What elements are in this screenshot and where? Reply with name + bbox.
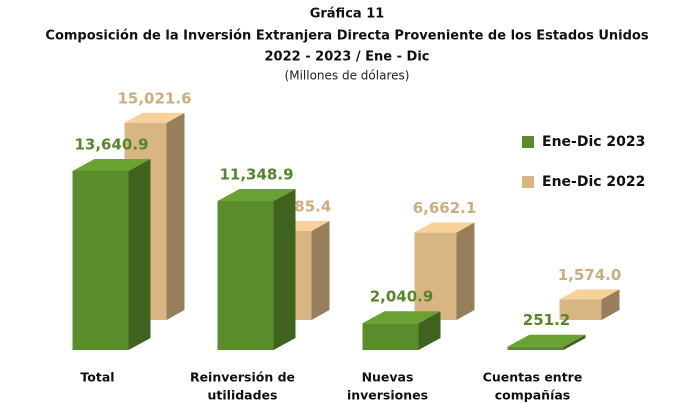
chart-title: 2022 - 2023 / Ene - Dic bbox=[265, 50, 430, 65]
value-label: 6,662.1 bbox=[413, 199, 477, 217]
bar-side bbox=[456, 222, 475, 320]
bar bbox=[217, 201, 274, 350]
bar-side bbox=[601, 289, 620, 320]
bar-side bbox=[311, 220, 330, 320]
value-label: 251.2 bbox=[523, 311, 570, 329]
chart-subtitle: (Millones de dólares) bbox=[285, 69, 410, 83]
chart-title: Gráfica 11 bbox=[310, 7, 385, 22]
bar-top bbox=[217, 189, 296, 202]
bar-side bbox=[273, 189, 296, 350]
x-tick-label: inversiones bbox=[347, 388, 428, 403]
value-label: 2,040.9 bbox=[370, 288, 434, 306]
x-tick-label: Cuentas entre bbox=[483, 370, 583, 385]
value-label: 13,640.9 bbox=[74, 135, 148, 153]
bar bbox=[414, 232, 457, 320]
legend-swatch bbox=[522, 176, 534, 188]
bar-top bbox=[559, 289, 620, 300]
value-label: 15,021.6 bbox=[117, 89, 191, 107]
bar-side bbox=[166, 112, 185, 321]
bar-side bbox=[418, 311, 441, 350]
x-tick-label: compañías bbox=[495, 388, 570, 403]
bar-top bbox=[72, 158, 151, 171]
bar-side bbox=[128, 158, 151, 350]
value-label: 1,574.0 bbox=[558, 266, 622, 284]
bar-side bbox=[563, 334, 586, 350]
bar-top bbox=[414, 222, 475, 233]
chart-title: Composición de la Inversión Extranjera D… bbox=[45, 29, 648, 44]
bar bbox=[72, 170, 129, 350]
bar bbox=[559, 299, 602, 320]
x-tick-label: Nuevas bbox=[362, 370, 414, 385]
legend-label: Ene-Dic 2022 bbox=[542, 174, 645, 190]
x-tick-label: utilidades bbox=[208, 388, 278, 403]
bar bbox=[362, 323, 419, 350]
legend-swatch bbox=[522, 136, 534, 148]
bar-top bbox=[507, 334, 586, 347]
bar bbox=[507, 346, 564, 350]
x-tick-label: Reinversión de bbox=[190, 370, 295, 385]
value-label: 11,348.9 bbox=[219, 166, 293, 184]
bar-top bbox=[362, 311, 441, 324]
bar-top bbox=[124, 112, 185, 123]
legend-label: Ene-Dic 2023 bbox=[542, 134, 645, 150]
x-tick-label: Total bbox=[80, 370, 114, 385]
